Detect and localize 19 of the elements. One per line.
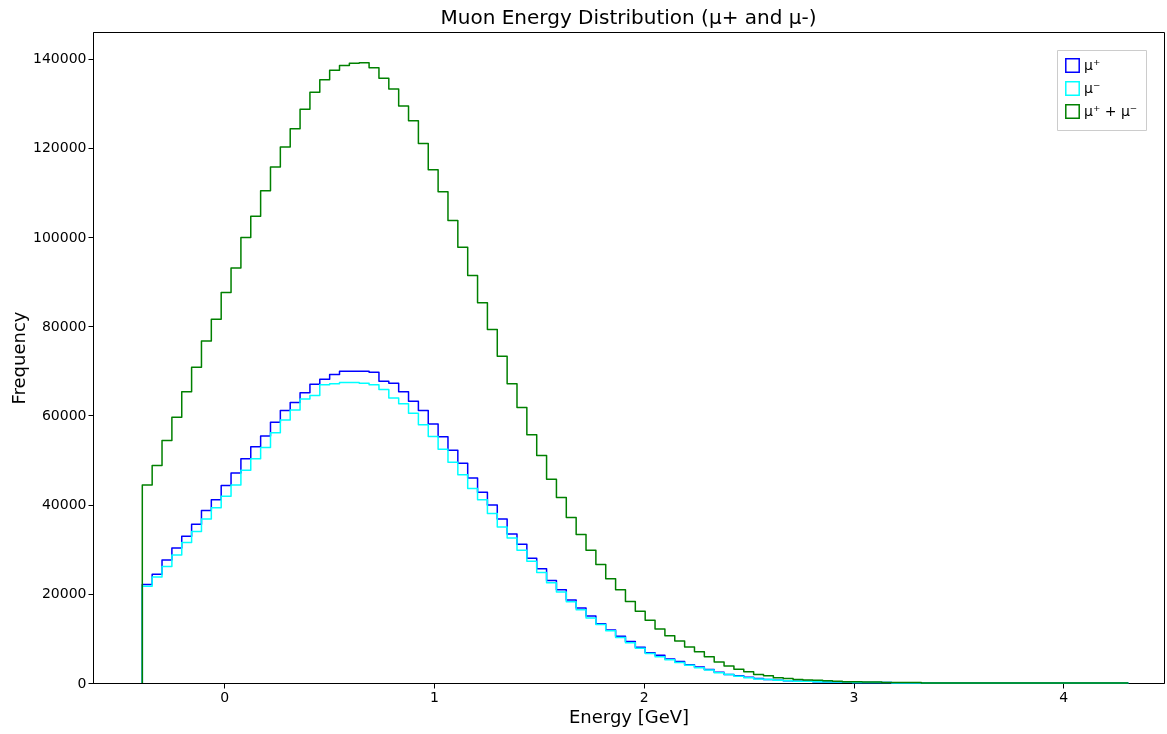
y-tick-label: 120000 bbox=[33, 139, 87, 156]
x-tick-label: 1 bbox=[429, 688, 439, 705]
x-tick-label: 3 bbox=[849, 688, 859, 705]
y-tick-label: 100000 bbox=[33, 228, 87, 245]
y-tick-label: 140000 bbox=[33, 50, 87, 67]
legend-label: μ⁺ bbox=[1084, 56, 1101, 73]
y-tick-label: 40000 bbox=[41, 496, 87, 513]
x-tick-label: 4 bbox=[1059, 688, 1069, 705]
y-tick-label: 60000 bbox=[41, 406, 87, 423]
x-tick-label: 0 bbox=[220, 688, 230, 705]
y-tick-label: 0 bbox=[77, 674, 87, 691]
chart-title: Muon Energy Distribution (μ+ and μ-) bbox=[440, 5, 817, 29]
y-axis-title: Frequency bbox=[8, 311, 30, 405]
legend-label: μ⁻ bbox=[1084, 79, 1101, 96]
x-tick-label: 2 bbox=[639, 688, 649, 705]
x-axis-title: Energy [GeV] bbox=[568, 705, 690, 727]
y-tick-label: 80000 bbox=[41, 317, 87, 334]
y-tick-label: 20000 bbox=[41, 585, 87, 602]
legend-label: μ⁺ + μ⁻ bbox=[1084, 102, 1138, 119]
